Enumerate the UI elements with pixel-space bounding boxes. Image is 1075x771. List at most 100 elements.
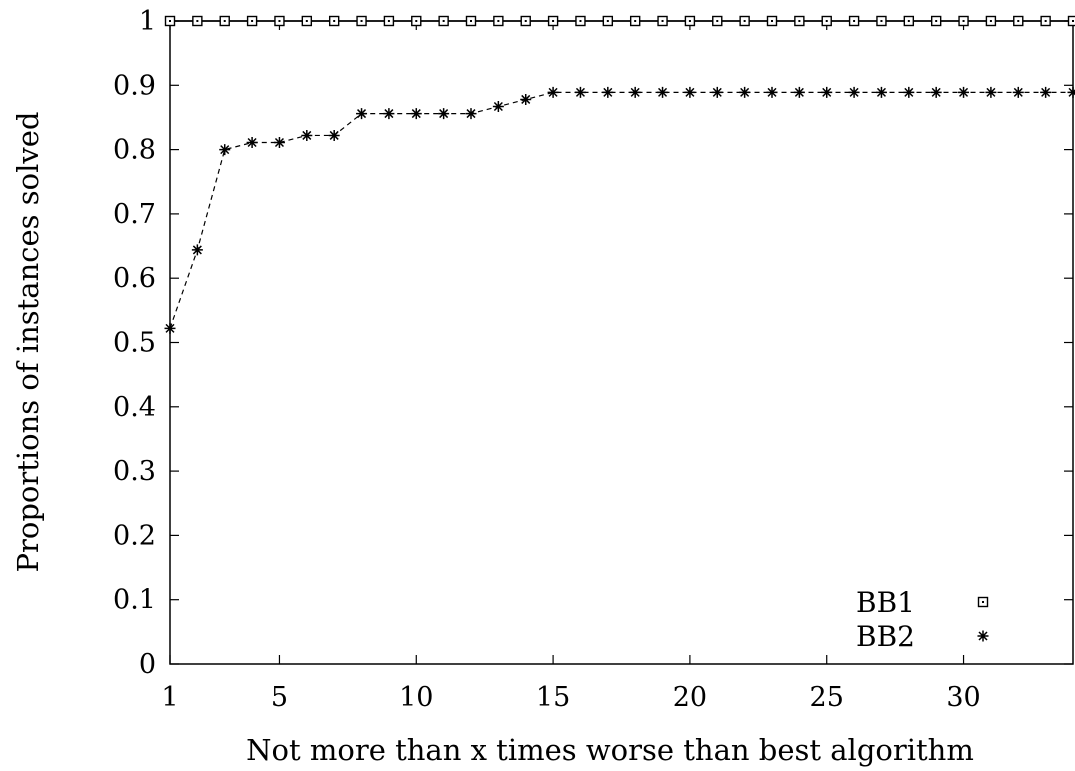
data-point-bb1 <box>274 15 285 27</box>
data-point-bb2 <box>520 93 532 105</box>
data-point-bb1-dot <box>524 20 527 22</box>
data-point-bb1-dot <box>853 20 856 22</box>
data-point-bb1 <box>1013 15 1024 27</box>
data-point-bb1 <box>876 15 887 27</box>
data-point-bb1 <box>712 15 723 27</box>
data-point-bb2 <box>492 101 504 113</box>
data-point-bb1-dot <box>169 20 171 22</box>
series-bb1 <box>164 15 1075 27</box>
data-point-bb1-dot <box>880 20 883 22</box>
data-point-bb1-dot <box>716 20 719 22</box>
y-tick-label: 0.8 <box>113 135 156 166</box>
plot-frame <box>169 20 1074 665</box>
data-point-bb1-dot <box>1017 20 1020 22</box>
data-point-bb1 <box>328 15 340 27</box>
data-point-bb1-dot <box>497 20 500 22</box>
data-point-bb2 <box>684 86 696 98</box>
data-point-bb1-dot <box>1072 20 1074 22</box>
data-point-bb2 <box>1067 86 1075 98</box>
data-point-bb2 <box>301 129 313 141</box>
y-tick-label: 0.4 <box>113 392 156 423</box>
x-tick-label: 30 <box>946 682 980 713</box>
data-point-bb2 <box>273 137 285 149</box>
data-point-bb1 <box>985 15 997 27</box>
data-point-bb1-dot <box>333 20 336 22</box>
data-point-bb1-dot <box>1044 20 1047 22</box>
data-point-bb2 <box>903 86 915 98</box>
data-point-bb2 <box>547 86 559 98</box>
ticks: 00.10.20.30.40.50.60.70.80.911 5 10 15 20 25 3… <box>113 6 1073 713</box>
data-point-bb1 <box>602 15 614 27</box>
data-point-bb1-dot <box>196 20 199 22</box>
data-point-bb1 <box>246 15 258 27</box>
data-point-bb1-dot <box>935 20 938 22</box>
data-point-bb1-dot <box>552 20 555 22</box>
data-point-bb1 <box>629 15 641 27</box>
data-point-bb1-dot <box>771 20 773 22</box>
series-bb2 <box>164 86 1075 334</box>
y-tick-label: 0.5 <box>113 328 156 359</box>
legend-label-bb1: BB1 <box>856 586 915 619</box>
data-point-bb2 <box>465 108 477 120</box>
data-point-bb1-dot <box>907 20 910 22</box>
y-tick-label: 0.7 <box>113 199 156 230</box>
data-point-bb2 <box>191 244 203 256</box>
data-point-bb1-dot <box>470 20 472 22</box>
data-point-bb1-dot <box>989 20 992 22</box>
y-axis-label: Proportions of instances solved <box>11 112 45 573</box>
x-tick-label: 20 <box>673 682 707 713</box>
legend-label-bb2: BB2 <box>856 620 915 653</box>
series <box>164 15 1075 334</box>
data-point-bb1-dot <box>743 20 746 22</box>
data-point-bb1 <box>684 15 696 27</box>
data-point-bb1 <box>520 15 531 27</box>
y-tick-label: 0 <box>139 649 156 680</box>
data-point-bb2 <box>657 86 669 98</box>
data-point-bb1-dot <box>962 20 965 22</box>
data-point-bb1 <box>930 15 942 27</box>
data-point-bb1-dot <box>442 20 445 22</box>
legend-marker-bb2 <box>977 630 989 642</box>
data-point-bb1-dot <box>661 20 664 22</box>
data-point-bb2 <box>1040 86 1052 98</box>
data-point-bb2 <box>629 86 641 98</box>
data-point-bb2 <box>711 86 723 98</box>
data-point-bb2 <box>821 86 833 98</box>
x-tick-label: 25 <box>810 682 844 713</box>
data-point-bb1 <box>657 15 668 27</box>
data-point-bb2 <box>383 108 395 120</box>
data-point-bb2 <box>219 144 231 156</box>
data-point-bb1 <box>739 15 750 27</box>
data-point-bb1-dot <box>798 20 801 22</box>
data-point-bb1 <box>547 15 559 27</box>
data-point-bb2 <box>739 86 751 98</box>
data-point-bb1 <box>356 15 367 27</box>
data-point-bb1 <box>219 15 230 27</box>
legend-marker-bb1 <box>977 596 989 608</box>
data-point-bb2 <box>602 86 614 98</box>
data-point-bb2 <box>574 86 586 98</box>
data-point-bb1-dot <box>251 20 254 22</box>
data-point-bb1-dot <box>223 20 226 22</box>
data-point-bb1 <box>848 15 860 27</box>
y-tick-label: 0.3 <box>113 456 156 487</box>
data-point-bb1 <box>903 15 915 27</box>
data-point-bb1 <box>1067 15 1075 27</box>
data-point-bb1 <box>411 15 422 27</box>
data-point-bb2 <box>164 322 176 334</box>
series-line-bb2 <box>169 91 1073 329</box>
data-point-bb1 <box>383 15 395 27</box>
data-point-bb1-box <box>1067 15 1075 27</box>
data-point-bb2 <box>875 86 887 98</box>
data-point-bb2 <box>328 129 340 141</box>
data-point-bb2 <box>930 86 942 98</box>
y-tick-label: 0.6 <box>113 263 156 294</box>
data-point-bb2 <box>793 86 805 98</box>
data-point-bb2 <box>438 108 450 120</box>
data-point-bb1-dot <box>360 20 363 22</box>
data-point-bb1-dot <box>606 20 609 22</box>
y-tick-label: 0.9 <box>113 70 156 101</box>
data-point-bb1 <box>192 15 203 27</box>
data-point-bb1 <box>301 15 313 27</box>
data-point-bb2 <box>1012 86 1024 98</box>
